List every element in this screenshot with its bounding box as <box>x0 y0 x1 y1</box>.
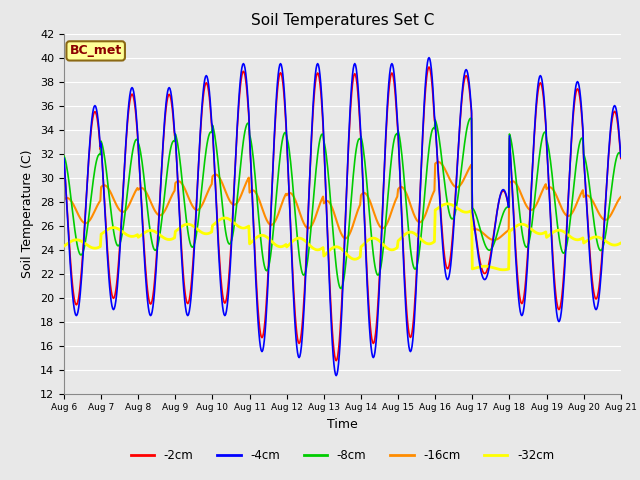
Title: Soil Temperatures Set C: Soil Temperatures Set C <box>251 13 434 28</box>
X-axis label: Time: Time <box>327 418 358 431</box>
Text: BC_met: BC_met <box>70 44 122 58</box>
Legend: -2cm, -4cm, -8cm, -16cm, -32cm: -2cm, -4cm, -8cm, -16cm, -32cm <box>126 444 559 467</box>
Y-axis label: Soil Temperature (C): Soil Temperature (C) <box>22 149 35 278</box>
